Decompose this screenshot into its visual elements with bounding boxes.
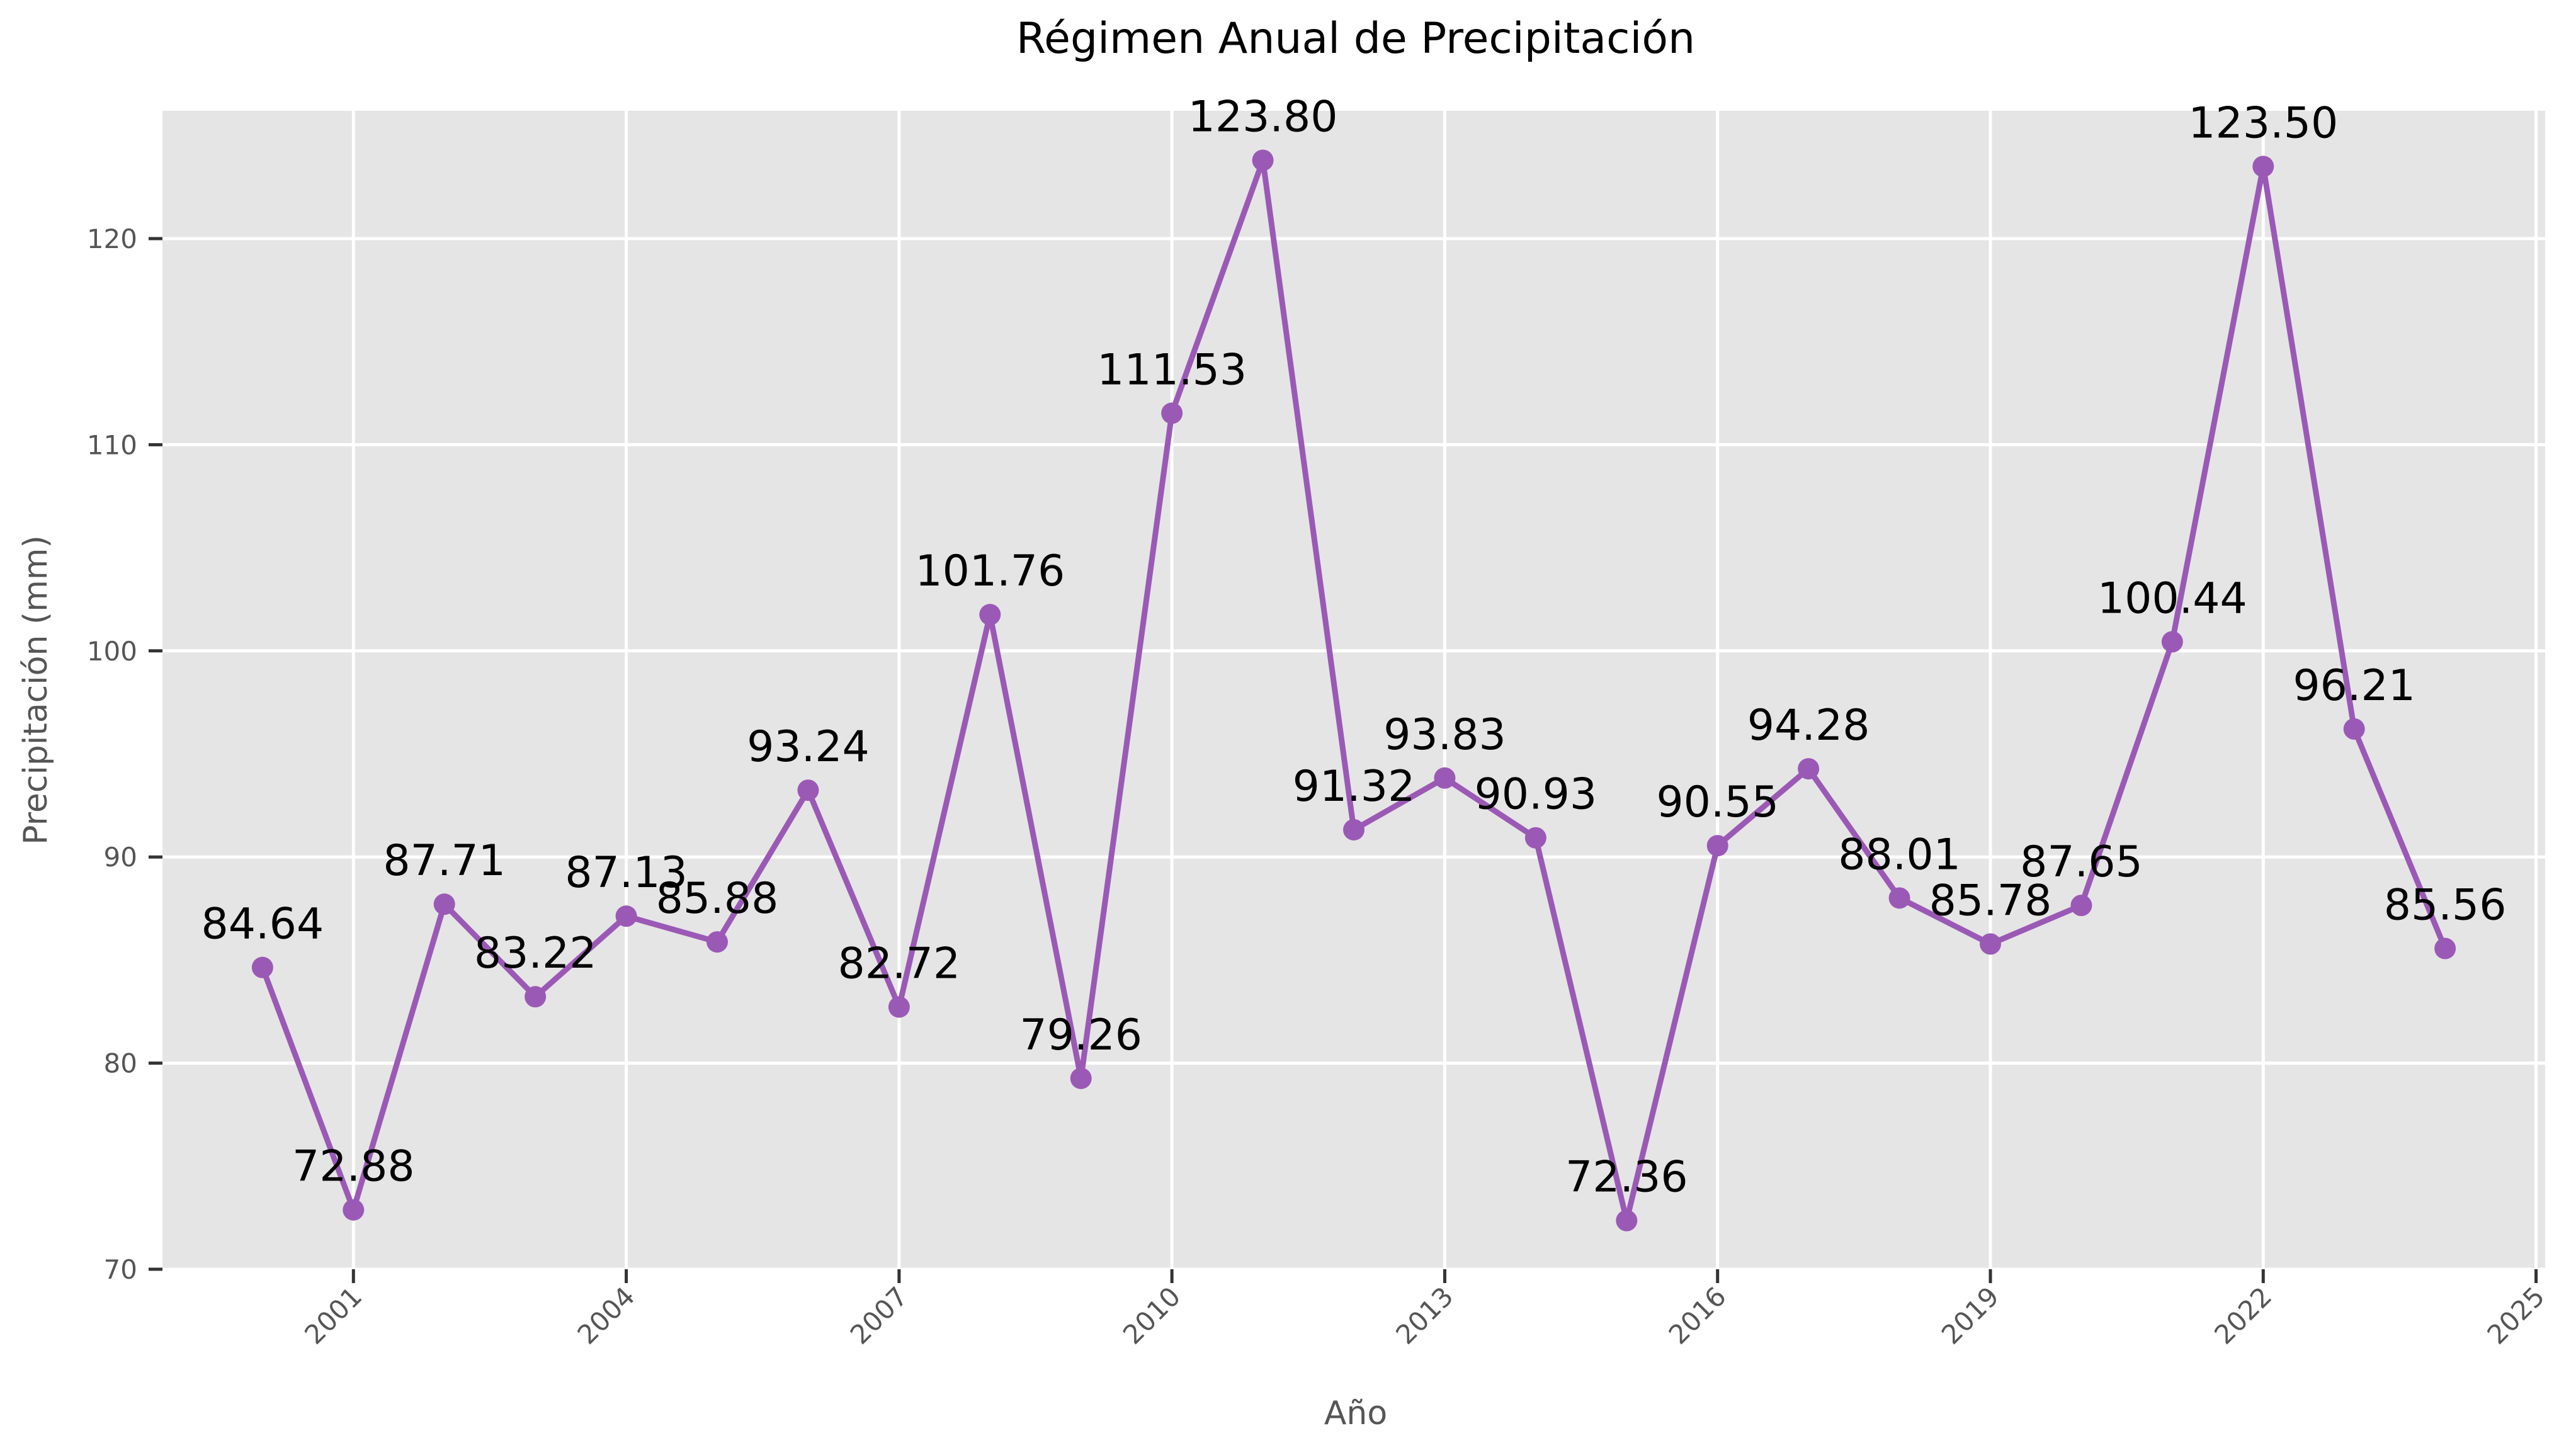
- data-point: [251, 956, 273, 978]
- data-label: 72.88: [292, 1142, 415, 1192]
- data-label: 123.50: [2188, 98, 2338, 148]
- data-label: 79.26: [1019, 1010, 1142, 1060]
- data-point: [2252, 156, 2274, 178]
- grid-lines: [162, 111, 2545, 1271]
- data-point: [797, 779, 819, 801]
- y-tick-label: 110: [87, 429, 137, 460]
- data-label: 96.21: [2293, 661, 2415, 711]
- data-label: 83.22: [474, 929, 597, 978]
- data-point: [525, 986, 547, 1008]
- y-tick-label: 90: [104, 842, 137, 873]
- chart-title: Régimen Anual de Precipitación: [1016, 14, 1695, 64]
- data-point: [1888, 887, 1910, 909]
- data-label: 93.83: [1383, 710, 1506, 760]
- data-point: [615, 905, 637, 927]
- data-label: 123.80: [1188, 93, 1338, 142]
- data-point: [2070, 895, 2092, 917]
- data-point: [1161, 402, 1183, 424]
- data-label: 87.65: [2020, 837, 2143, 887]
- data-point: [2434, 937, 2456, 959]
- data-point: [706, 931, 729, 953]
- data-point: [888, 996, 910, 1018]
- data-point: [979, 604, 1001, 626]
- data-label: 85.88: [656, 874, 779, 924]
- y-tick-label: 70: [104, 1254, 137, 1285]
- data-point: [1070, 1067, 1092, 1089]
- data-point: [1524, 827, 1546, 849]
- data-point: [1252, 149, 1274, 171]
- data-label: 84.64: [201, 900, 324, 949]
- data-point: [1434, 767, 1456, 789]
- data-label: 85.78: [1929, 876, 2052, 925]
- data-point: [433, 893, 455, 915]
- data-label: 100.44: [2097, 574, 2247, 623]
- y-tick-label: 120: [87, 224, 137, 254]
- data-label: 94.28: [1747, 701, 1870, 750]
- data-point: [1706, 835, 1728, 857]
- data-label: 90.55: [1656, 778, 1779, 827]
- data-label: 87.13: [565, 848, 688, 898]
- data-label: 72.36: [1565, 1153, 1688, 1202]
- data-point: [1343, 818, 1365, 840]
- data-label: 90.93: [1475, 770, 1597, 820]
- y-tick-label: 100: [87, 636, 137, 667]
- data-point: [1798, 758, 1820, 780]
- data-label: 82.72: [838, 939, 961, 989]
- data-point: [343, 1199, 365, 1221]
- y-axis-label: Precipitación (mm): [17, 535, 55, 845]
- plot-area: [162, 111, 2545, 1269]
- data-label: 101.76: [915, 546, 1065, 596]
- data-point: [2161, 631, 2183, 653]
- data-label: 93.24: [747, 722, 870, 772]
- data-point: [1979, 933, 2001, 955]
- y-tick-label: 80: [104, 1048, 137, 1079]
- series-line-group: [251, 149, 2456, 1231]
- data-label: 85.56: [2384, 881, 2507, 931]
- data-label: 91.32: [1293, 762, 1416, 812]
- data-label: 111.53: [1097, 345, 1247, 395]
- data-point: [1616, 1209, 1638, 1231]
- data-label: 87.71: [383, 836, 506, 886]
- data-label: 88.01: [1838, 830, 1961, 880]
- x-axis-label: Año: [1324, 1395, 1387, 1432]
- data-point: [2343, 718, 2365, 740]
